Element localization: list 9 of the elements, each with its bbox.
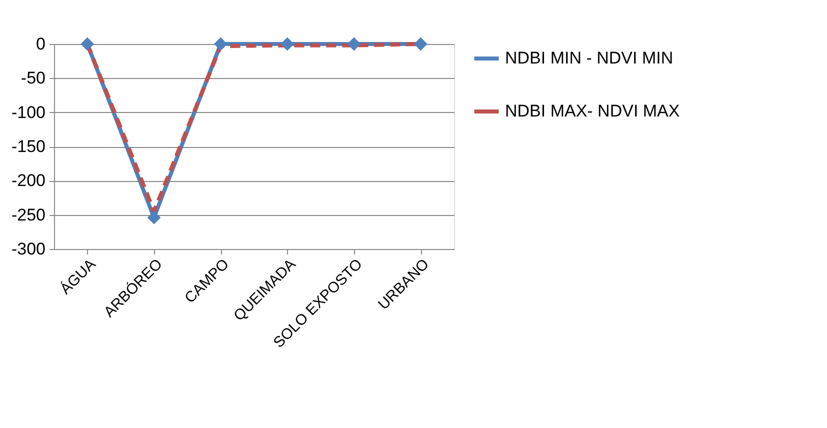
legend-label: NDBI MIN - NDVI MIN <box>505 48 674 68</box>
y-tick-label: -250 <box>11 205 46 224</box>
y-tick-label: 0 <box>36 34 46 54</box>
y-tick-label: -100 <box>11 102 46 122</box>
y-tick-label: -50 <box>20 68 46 88</box>
y-tick-label: -150 <box>11 137 46 156</box>
y-tick-label: -300 <box>11 240 46 258</box>
legend-label: NDBI MAX- NDVI MAX <box>505 102 680 120</box>
y-tick-label: -200 <box>11 171 46 190</box>
